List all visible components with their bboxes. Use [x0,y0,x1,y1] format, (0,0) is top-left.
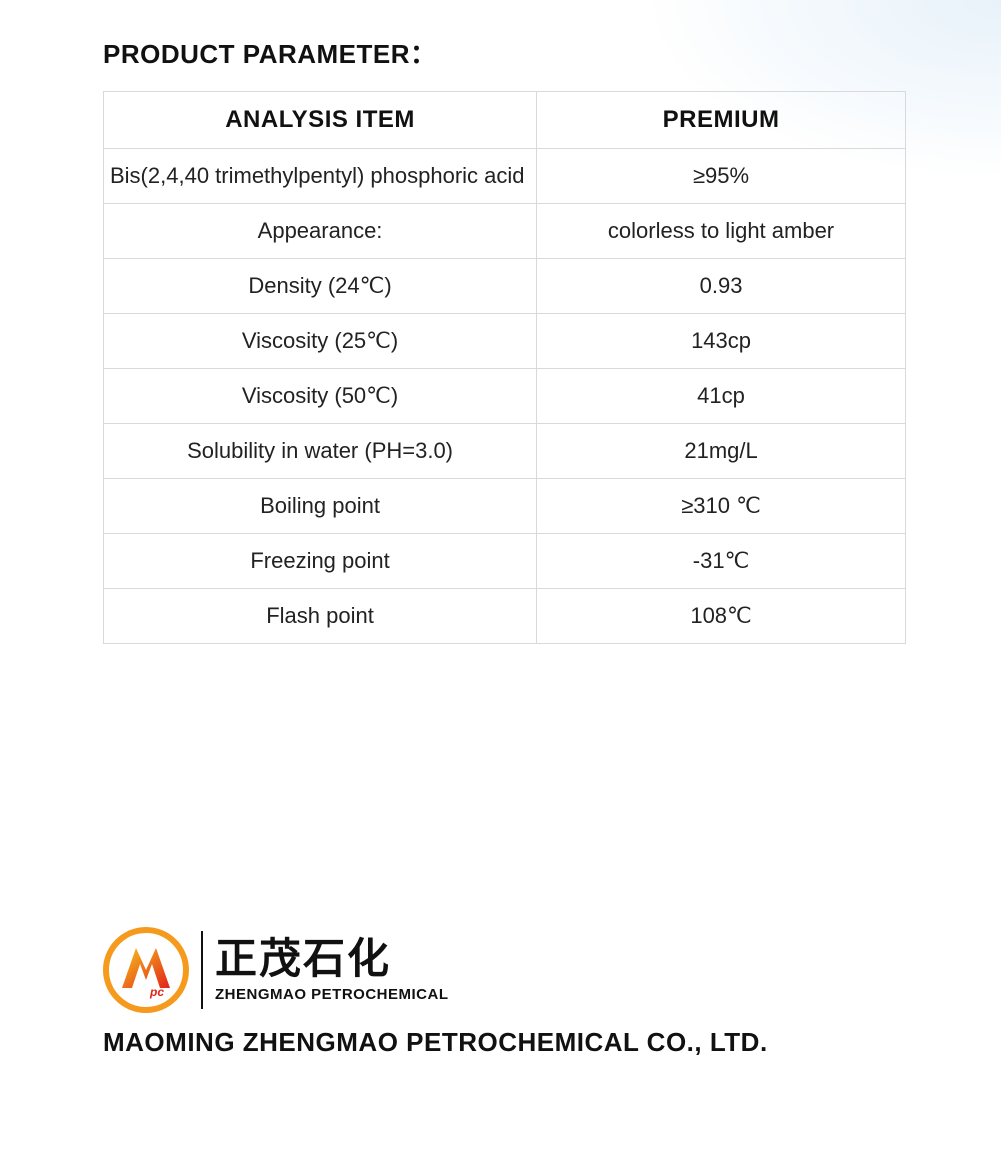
cell-premium-value: 0.93 [537,259,906,314]
cell-analysis-item: Bis(2,4,40 trimethylpentyl) phosphoric a… [104,149,537,204]
company-logo-icon: pc [103,927,189,1013]
cell-premium-value: -31℃ [537,534,906,589]
header-premium: PREMIUM [537,92,906,149]
brand-name-cn: 正茂石化 [215,938,449,980]
table-row: Flash point108℃ [104,589,906,644]
brand-row: pc 正茂石化 ZHENGMAO PETROCHEMICAL [103,927,768,1013]
footer: pc 正茂石化 ZHENGMAO PETROCHEMICAL MAOMING Z… [103,927,768,1058]
brand-divider [201,931,203,1009]
cell-premium-value: ≥310 ℃ [537,479,906,534]
table-header-row: ANALYSIS ITEM PREMIUM [104,92,906,149]
page-content: PRODUCT PARAMETER： ANALYSIS ITEM PREMIUM… [0,0,1001,644]
table-row: Boiling point≥310 ℃ [104,479,906,534]
table-row: Density (24℃)0.93 [104,259,906,314]
cell-premium-value: 41cp [537,369,906,424]
cell-premium-value: colorless to light amber [537,204,906,259]
cell-analysis-item: Appearance: [104,204,537,259]
cell-analysis-item: Viscosity (25℃) [104,314,537,369]
cell-analysis-item: Flash point [104,589,537,644]
cell-premium-value: ≥95% [537,149,906,204]
cell-analysis-item: Density (24℃) [104,259,537,314]
parameter-table: ANALYSIS ITEM PREMIUM Bis(2,4,40 trimeth… [103,91,906,644]
table-row: Viscosity (50℃)41cp [104,369,906,424]
cell-premium-value: 21mg/L [537,424,906,479]
table-row: Solubility in water (PH=3.0)21mg/L [104,424,906,479]
cell-analysis-item: Viscosity (50℃) [104,369,537,424]
cell-analysis-item: Freezing point [104,534,537,589]
cell-premium-value: 108℃ [537,589,906,644]
cell-analysis-item: Solubility in water (PH=3.0) [104,424,537,479]
svg-text:pc: pc [149,985,164,999]
table-row: Freezing point-31℃ [104,534,906,589]
brand-text: 正茂石化 ZHENGMAO PETROCHEMICAL [215,938,449,1003]
header-analysis-item: ANALYSIS ITEM [104,92,537,149]
cell-premium-value: 143cp [537,314,906,369]
table-row: Appearance:colorless to light amber [104,204,906,259]
table-row: Viscosity (25℃)143cp [104,314,906,369]
company-full-name: MAOMING ZHENGMAO PETROCHEMICAL CO., LTD. [103,1027,768,1058]
section-title: PRODUCT PARAMETER： [103,34,906,71]
table-row: Bis(2,4,40 trimethylpentyl) phosphoric a… [104,149,906,204]
cell-analysis-item: Boiling point [104,479,537,534]
brand-name-en: ZHENGMAO PETROCHEMICAL [215,986,449,1003]
